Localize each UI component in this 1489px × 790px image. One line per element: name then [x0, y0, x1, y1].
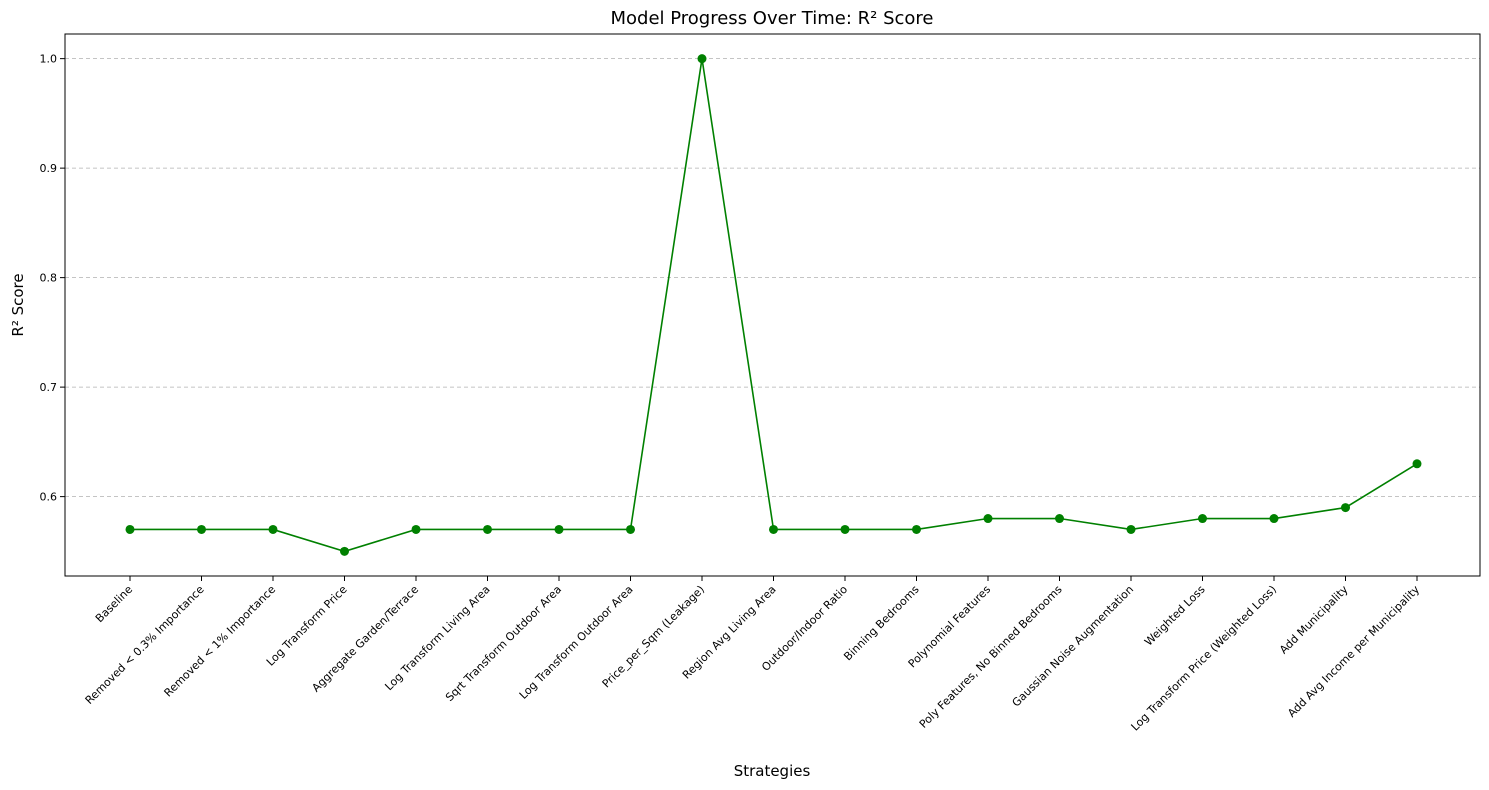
data-point	[268, 524, 278, 534]
series-r2-score	[125, 54, 1422, 556]
data-point	[1055, 514, 1064, 524]
y-tick-label: 0.9	[40, 162, 58, 175]
data-point	[125, 524, 135, 534]
data-point	[1269, 514, 1279, 524]
data-point	[697, 54, 707, 64]
y-tick-label: 1.0	[40, 53, 58, 66]
y-axis-label: R² Score	[9, 273, 27, 336]
x-axis-label: Strategies	[734, 762, 811, 780]
data-point	[1412, 459, 1422, 469]
y-tick-label: 0.6	[40, 491, 58, 504]
y-axis-ticks: 0.6 0.7 0.8 0.9 1.0	[40, 53, 65, 504]
data-point	[197, 524, 206, 534]
data-point	[340, 546, 349, 556]
data-point	[840, 524, 850, 534]
data-point	[912, 524, 921, 534]
y-tick-label: 0.7	[40, 381, 58, 394]
data-point	[411, 524, 421, 534]
data-point	[1126, 524, 1136, 534]
data-point	[554, 524, 564, 534]
data-point	[626, 524, 635, 534]
data-point	[983, 514, 993, 524]
plot-frame	[64, 33, 1481, 577]
data-point	[769, 524, 778, 534]
chart-title: Model Progress Over Time: R² Score	[610, 8, 933, 29]
y-gridlines	[65, 58, 1480, 498]
data-point	[483, 524, 492, 534]
y-tick-label: 0.8	[40, 272, 58, 285]
data-point	[1341, 503, 1350, 513]
data-point	[1198, 514, 1207, 524]
